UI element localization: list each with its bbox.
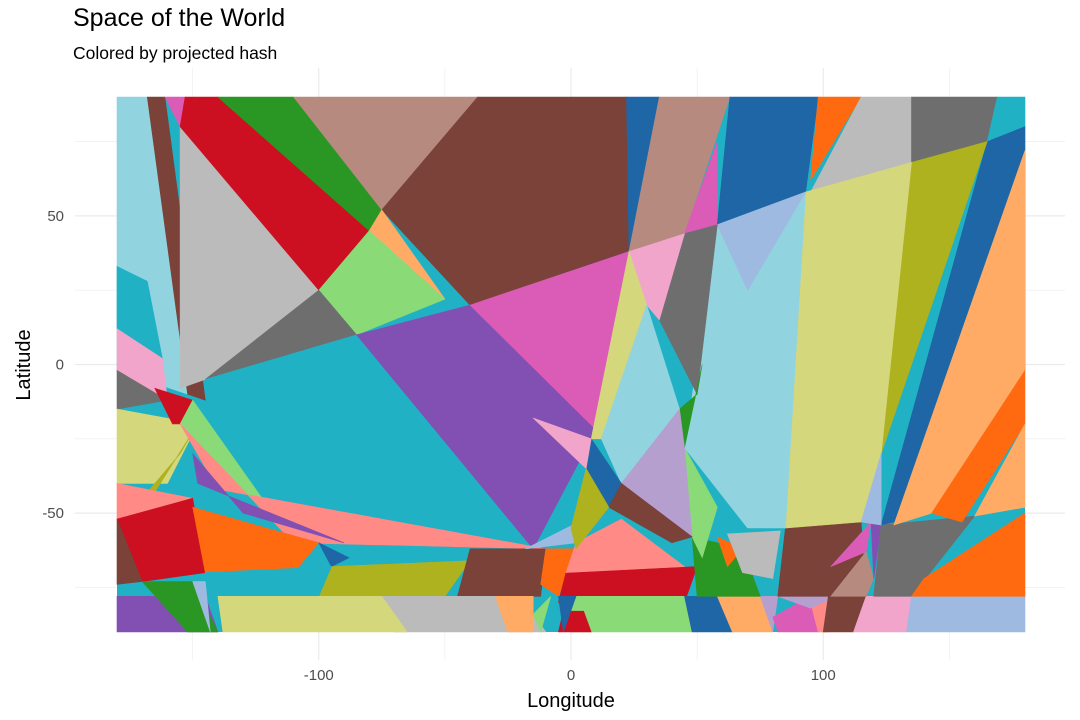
hash-region-88 <box>608 482 693 544</box>
x-axis-title: Longitude <box>527 690 615 712</box>
hash-region-57 <box>726 530 781 579</box>
hash-region-26 <box>116 518 143 585</box>
hash-region-59 <box>830 521 872 567</box>
hash-region-78 <box>931 369 1026 523</box>
hash-region-37 <box>217 595 408 633</box>
hash-region-76 <box>716 191 807 291</box>
x-tick-label: 0 <box>567 667 575 684</box>
regions-layer <box>116 96 1026 633</box>
hash-region-63 <box>910 512 1026 597</box>
hash-region-80 <box>860 453 882 526</box>
hash-region-56 <box>716 536 743 568</box>
hash-region-47 <box>759 595 779 633</box>
hash-region-43 <box>558 595 577 633</box>
x-tick-label: 100 <box>811 667 836 684</box>
hash-region-28 <box>318 560 471 597</box>
hash-region-90 <box>532 417 592 470</box>
hash-region-34 <box>494 595 534 633</box>
y-axis-title: Latitude <box>13 329 35 400</box>
hash-region-89 <box>570 467 610 550</box>
hash-region-27 <box>318 542 350 568</box>
hash-region-79 <box>974 423 1026 517</box>
ticks: -100 0 100 50 0 -50 <box>42 208 835 684</box>
hash-region-44 <box>532 596 552 633</box>
x-tick-label: -100 <box>304 667 334 684</box>
chart-subtitle: Colored by projected hash <box>73 43 278 63</box>
chart-title: Space of the World <box>73 4 286 32</box>
y-tick-label: -50 <box>42 505 64 522</box>
hash-region-40 <box>565 518 686 573</box>
hash-region-22 <box>192 452 345 544</box>
hash-region-53 <box>906 595 1026 633</box>
y-tick-label: 50 <box>47 208 64 225</box>
hash-region-68 <box>810 96 862 181</box>
hash-region-38 <box>192 581 211 633</box>
hash-region-30 <box>457 548 547 597</box>
hash-region-13 <box>116 369 169 410</box>
y-tick-label: 0 <box>56 357 64 374</box>
